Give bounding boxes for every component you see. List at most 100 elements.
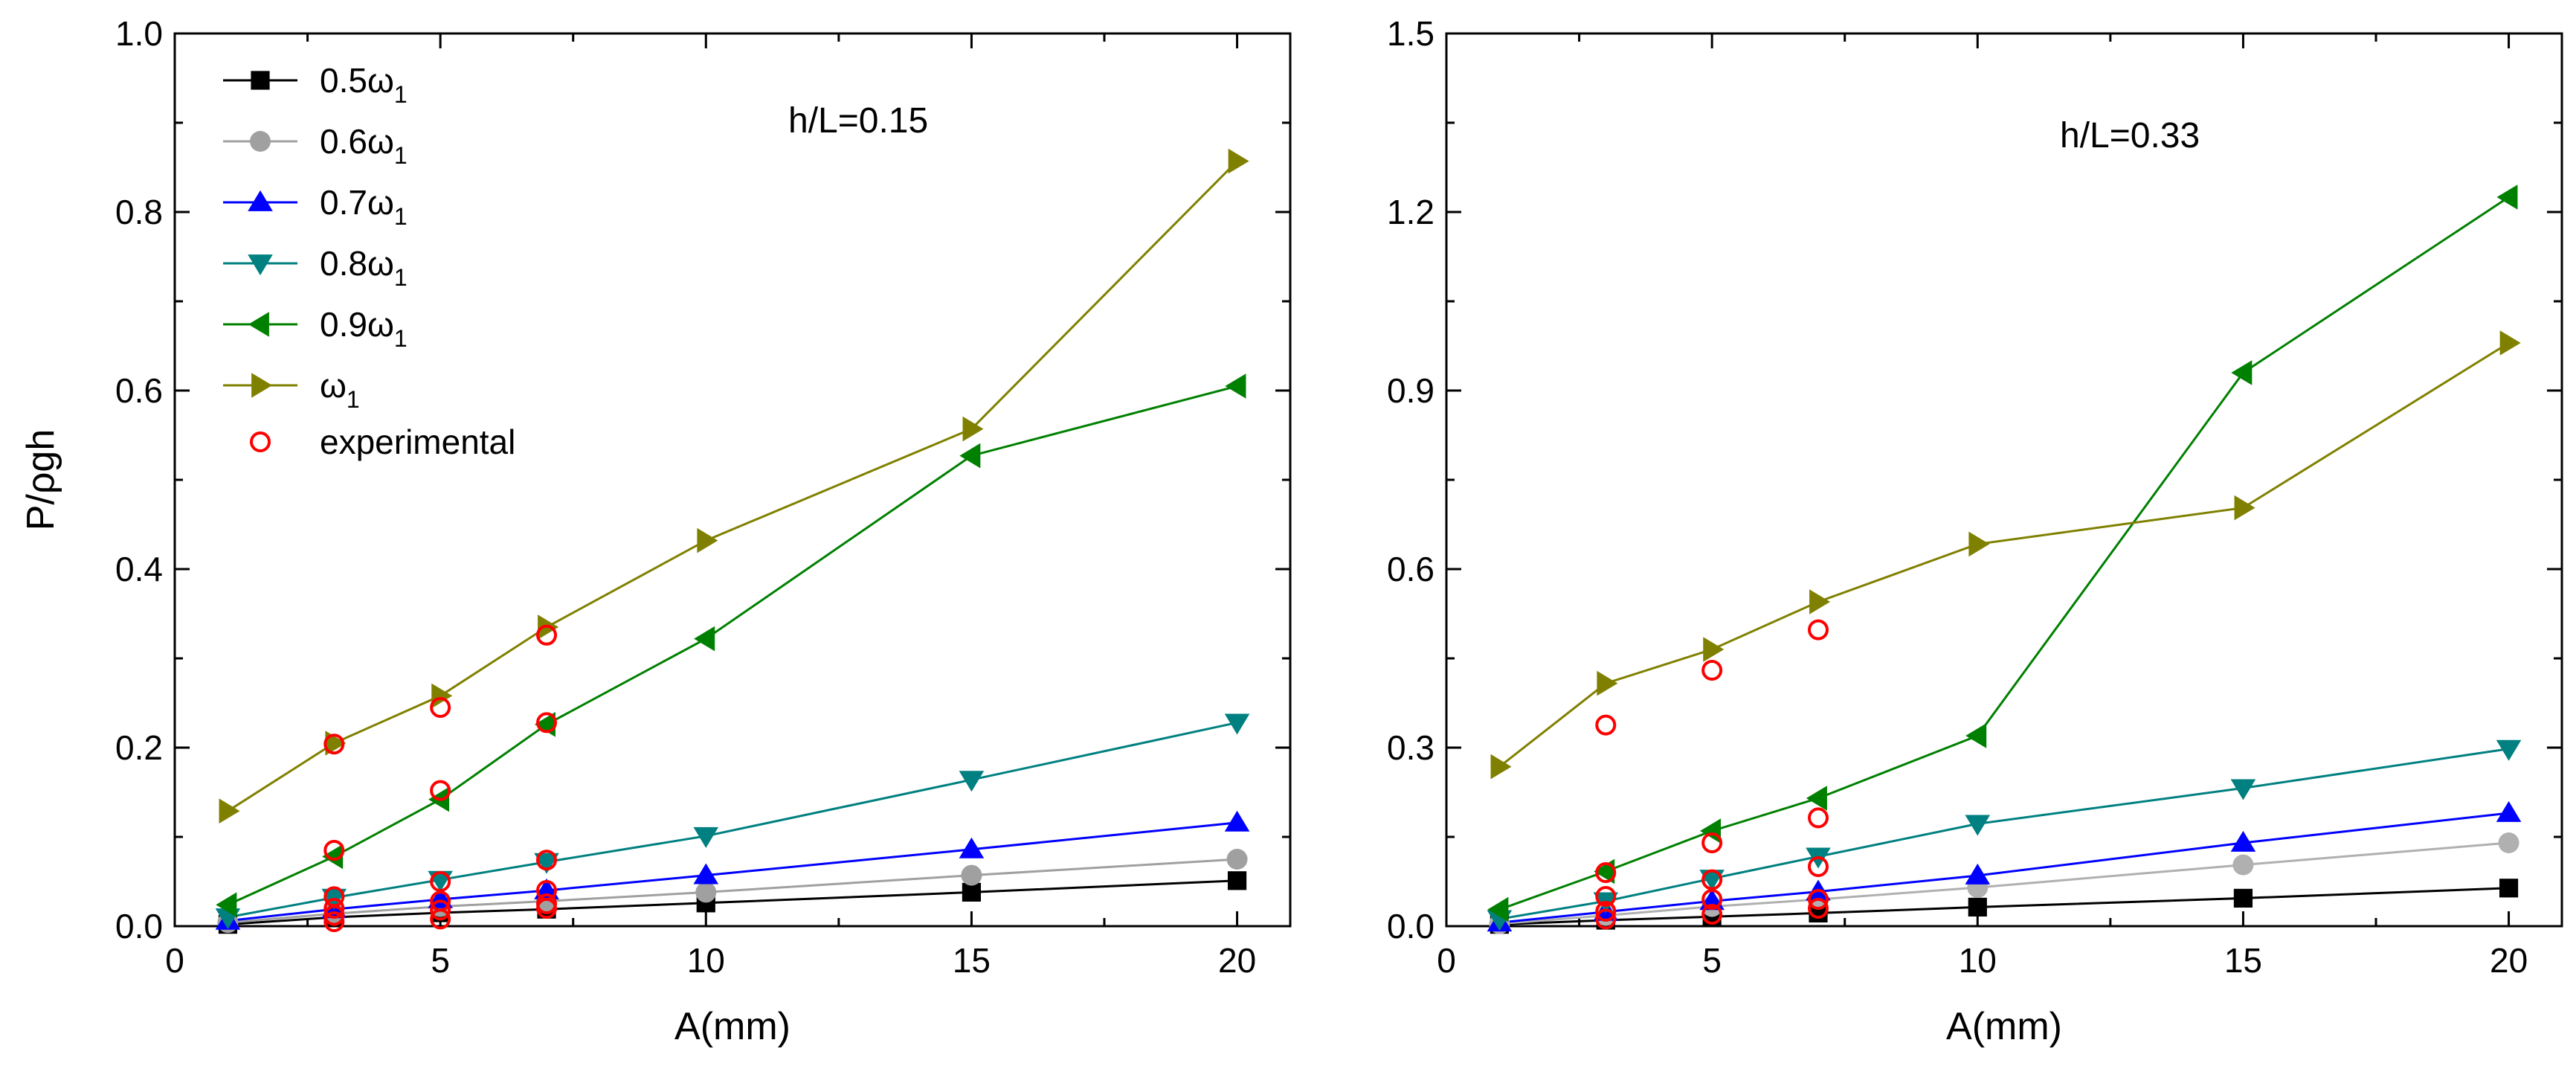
experimental-point bbox=[1808, 889, 1829, 910]
x-tick-label: 0 bbox=[165, 941, 184, 980]
experimental-point bbox=[1595, 908, 1617, 930]
series-line-4 bbox=[1498, 196, 2510, 911]
series-line-4 bbox=[227, 385, 1237, 906]
legend-label-experimental: experimental bbox=[320, 423, 515, 461]
series-1-point bbox=[1226, 849, 1248, 870]
series-1-point bbox=[961, 864, 982, 886]
legend-label-1: 0.6ω1 bbox=[320, 122, 408, 169]
series-1-point bbox=[2232, 854, 2254, 876]
x-tick-label: 5 bbox=[431, 941, 450, 980]
experimental-point bbox=[430, 890, 451, 912]
series-4-point bbox=[1487, 896, 1509, 922]
series-5-point bbox=[1228, 148, 1249, 174]
series-0-point bbox=[1227, 871, 1247, 890]
series-5-point bbox=[1809, 589, 1831, 614]
legend-label-main: 0.9ω bbox=[320, 305, 394, 344]
series-5-point bbox=[697, 527, 718, 553]
series-2-point bbox=[1224, 810, 1250, 832]
series-0-point bbox=[1968, 897, 1987, 916]
series-4-point bbox=[959, 443, 981, 469]
plot-frame bbox=[173, 32, 1292, 928]
y-tick-label: 0.2 bbox=[115, 728, 163, 767]
series-3-point bbox=[2230, 779, 2256, 800]
series-0-point bbox=[962, 882, 982, 902]
series-5-point bbox=[1703, 637, 1725, 662]
series-1-point bbox=[2498, 832, 2519, 853]
series-4-point bbox=[1225, 373, 1246, 399]
series-0-point bbox=[2233, 888, 2253, 908]
experimental-point bbox=[1701, 889, 1723, 910]
y-tick-label: 0.9 bbox=[1387, 371, 1434, 410]
legend-label-sub: 1 bbox=[394, 142, 408, 169]
x-axis-title: A(mm) bbox=[674, 1005, 790, 1048]
annotation: h/L=0.15 bbox=[788, 101, 928, 141]
legend-marker-0 bbox=[251, 71, 270, 90]
legend-label-sub: 1 bbox=[394, 264, 408, 291]
series-3-point bbox=[2496, 739, 2522, 761]
experimental-point bbox=[430, 871, 451, 892]
series-4-point bbox=[216, 892, 237, 917]
series-4-point bbox=[1806, 786, 1827, 811]
experimental-point bbox=[323, 840, 345, 861]
series-5-point bbox=[1490, 754, 1512, 780]
experimental-point bbox=[323, 898, 345, 919]
series-3-point bbox=[693, 826, 719, 848]
y-tick-label: 0.0 bbox=[1387, 907, 1434, 946]
experimental-point bbox=[323, 733, 345, 755]
experimental-point bbox=[323, 886, 345, 908]
legend-label-sub: 1 bbox=[394, 325, 408, 352]
series-line-5 bbox=[1498, 341, 2510, 768]
x-tick-label: 5 bbox=[1702, 941, 1722, 980]
series-0-point bbox=[2499, 879, 2519, 898]
legend-marker-1 bbox=[250, 131, 271, 152]
experimental-point bbox=[1595, 862, 1617, 883]
x-tick-label: 10 bbox=[1959, 941, 1997, 980]
experimental-point bbox=[1595, 886, 1617, 907]
chart-left: 0 5 10 15 20 0.0 0.2 0.4 0.6 0.8 1.0 A(mm) P/ρgh h/L=… bbox=[19, 14, 1292, 1048]
experimental-point bbox=[536, 712, 557, 733]
series-5-point bbox=[962, 416, 984, 442]
experimental-point bbox=[323, 911, 345, 932]
legend-label-sub: 1 bbox=[394, 203, 408, 230]
series-5-point bbox=[219, 798, 240, 824]
series-line-0 bbox=[228, 879, 1237, 926]
legend-marker-2 bbox=[248, 190, 273, 211]
experimental-point bbox=[1595, 901, 1617, 922]
series-5-point bbox=[2499, 330, 2521, 356]
series-4-point bbox=[322, 844, 344, 870]
series-4-point bbox=[1965, 723, 1987, 748]
legend-marker-4 bbox=[248, 312, 269, 337]
legend-label-main: 0.8ω bbox=[320, 244, 394, 283]
series-3-point bbox=[534, 853, 559, 874]
series-5-point bbox=[1968, 531, 1990, 557]
y-tick-label: 1.0 bbox=[115, 14, 163, 53]
experimental-point bbox=[536, 624, 557, 646]
legend-label-4: 0.9ω1 bbox=[320, 305, 408, 352]
experimental-point bbox=[1808, 898, 1829, 919]
series-4-point bbox=[2496, 184, 2518, 210]
experimental-point bbox=[536, 850, 557, 871]
experimental-point bbox=[1808, 807, 1829, 829]
series-3-point bbox=[1224, 713, 1250, 735]
experimental-point bbox=[536, 893, 557, 914]
series-4-point bbox=[2231, 360, 2253, 385]
experimental-point bbox=[1808, 619, 1829, 641]
experimental-point bbox=[1808, 856, 1829, 877]
legend-label-sub: 1 bbox=[347, 386, 360, 413]
experimental-point bbox=[430, 899, 451, 921]
legend-marker-3 bbox=[248, 254, 273, 276]
legend-label-0: 0.5ω1 bbox=[320, 61, 408, 108]
legend-label-main: ω bbox=[320, 366, 347, 405]
series-1-point bbox=[695, 882, 717, 903]
series-5-point bbox=[431, 683, 453, 709]
legend-label-main: 0.5ω bbox=[320, 61, 394, 100]
x-tick-label: 10 bbox=[687, 941, 725, 980]
series-line-2 bbox=[228, 821, 1237, 922]
series-4-point bbox=[1700, 818, 1722, 844]
x-tick-label: 0 bbox=[1437, 941, 1456, 980]
chart-right: 0 5 10 15 20 0.0 0.3 0.6 0.9 1.2 1.5 A(mm) h/L=0.33 bbox=[1387, 14, 2563, 1048]
experimental-point bbox=[536, 880, 557, 901]
x-tick-label: 20 bbox=[1218, 941, 1256, 980]
